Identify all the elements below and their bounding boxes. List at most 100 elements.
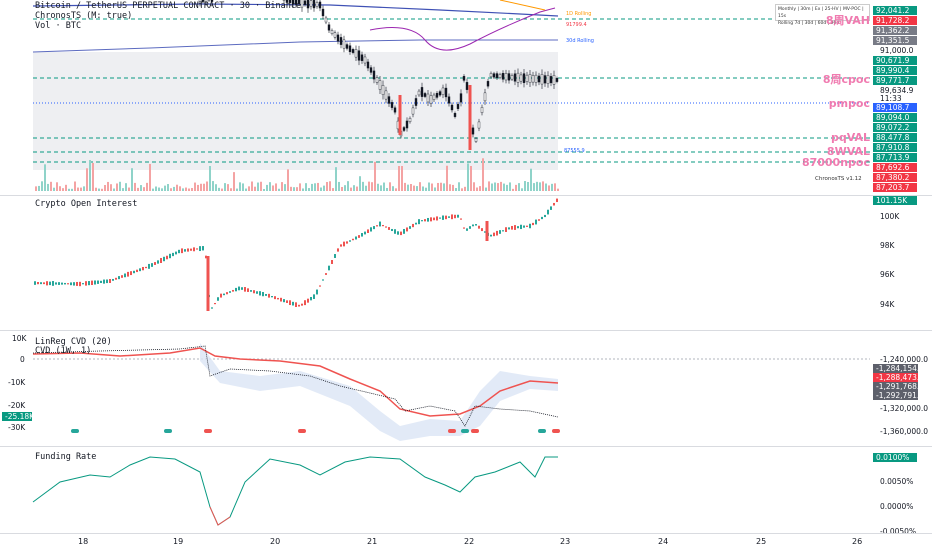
price-candle-body bbox=[462, 76, 466, 81]
info-line-1: Monthly | 30m | Ex | 25-HV | MV-POC | 15… bbox=[778, 7, 864, 19]
price-candle-body bbox=[519, 74, 523, 82]
price-candle-body bbox=[441, 87, 445, 95]
oi-candle bbox=[178, 249, 180, 254]
oi-candle bbox=[277, 297, 279, 300]
price-candle-body bbox=[429, 95, 433, 104]
price-chart[interactable] bbox=[0, 0, 932, 195]
cvd-left-tick-neg20k: -20K bbox=[8, 401, 26, 410]
level-cpoc-label: 8周cpoc bbox=[822, 73, 870, 86]
volume-bar bbox=[485, 187, 487, 191]
volume-bar bbox=[170, 188, 172, 191]
volume-bar bbox=[461, 188, 463, 191]
oi-candle bbox=[394, 229, 396, 234]
price-candle-body bbox=[432, 94, 436, 100]
oi-candle bbox=[553, 202, 555, 206]
price-tag-8: 89,771.7 bbox=[873, 76, 917, 85]
oi-candle bbox=[307, 298, 309, 303]
rolling-value-label: 91799.4 bbox=[566, 22, 587, 28]
volume-bar bbox=[335, 167, 337, 191]
volume-bar bbox=[293, 187, 295, 191]
volume-bar bbox=[146, 182, 148, 191]
oi-candle bbox=[319, 285, 321, 287]
oi-candle bbox=[547, 209, 549, 215]
indicator-chronos-label[interactable]: ChronosTS (M: true) bbox=[35, 11, 133, 21]
volume-bar bbox=[338, 181, 340, 191]
price-tag-19: 87,203.7 bbox=[873, 183, 917, 192]
volume-bar bbox=[344, 185, 346, 191]
volume-bar bbox=[164, 185, 166, 191]
pane-separator[interactable] bbox=[0, 446, 932, 447]
oi-candle bbox=[475, 224, 477, 226]
volume-bar bbox=[152, 188, 154, 191]
volume-bar bbox=[47, 183, 49, 191]
pane-separator[interactable] bbox=[0, 330, 932, 331]
volume-bar bbox=[386, 187, 388, 191]
oi-tick-94k: 94K bbox=[880, 300, 895, 309]
oi-candle bbox=[340, 244, 342, 247]
indicator-volume-label[interactable]: Vol · BTC bbox=[35, 21, 82, 31]
funding-tick-neg0050: -0.0050% bbox=[880, 527, 917, 536]
volume-bar bbox=[428, 182, 430, 191]
volume-bar bbox=[476, 187, 478, 191]
volume-bar bbox=[83, 186, 85, 191]
oi-candle bbox=[130, 271, 132, 276]
price-tag-16: 87,713.9 bbox=[873, 153, 917, 162]
oi-candle bbox=[79, 281, 81, 287]
price-pane[interactable]: Bitcoin / TetherUS PERPETUAL CONTRACT · … bbox=[0, 0, 932, 195]
pane-separator[interactable] bbox=[0, 195, 932, 196]
volume-bar bbox=[446, 165, 448, 191]
volume-bar bbox=[494, 182, 496, 191]
oi-candle bbox=[478, 225, 480, 229]
price-candle-body bbox=[552, 75, 556, 85]
level-pqval-label: pqVAL bbox=[830, 131, 870, 144]
volume-bar bbox=[245, 188, 247, 191]
volume-bar bbox=[251, 181, 253, 191]
oi-candle bbox=[409, 226, 411, 229]
oi-candle bbox=[283, 299, 285, 303]
oi-candle bbox=[526, 225, 528, 227]
oi-candle bbox=[238, 286, 240, 291]
oi-candle bbox=[421, 220, 423, 222]
cvd-signal-dot bbox=[461, 429, 469, 433]
volume-bar bbox=[203, 183, 205, 191]
oi-candle bbox=[445, 215, 447, 220]
oi-candle bbox=[223, 293, 225, 296]
cvd-title-weekly[interactable]: CVD (1W, 1) bbox=[35, 346, 92, 356]
volume-bar bbox=[158, 187, 160, 191]
volume-bar bbox=[266, 184, 268, 191]
oi-candle bbox=[448, 216, 450, 218]
price-tag-3: 91,362.2 bbox=[873, 26, 917, 35]
oi-title[interactable]: Crypto Open Interest bbox=[35, 199, 138, 209]
price-candle-body bbox=[285, 0, 289, 3]
x-tick-24: 24 bbox=[658, 537, 669, 546]
volume-bar bbox=[215, 184, 217, 191]
oi-candle bbox=[265, 294, 267, 296]
oi-candle bbox=[211, 307, 213, 309]
cvd-title-linreg[interactable]: LinReg CVD (20) bbox=[35, 337, 112, 347]
volume-bar bbox=[53, 187, 55, 191]
cvd-chart[interactable] bbox=[0, 331, 932, 446]
funding-title[interactable]: Funding Rate bbox=[35, 452, 97, 462]
price-candle-body bbox=[522, 73, 526, 84]
volume-bar bbox=[356, 186, 358, 191]
oi-candle bbox=[499, 230, 501, 234]
volume-bar bbox=[122, 188, 124, 191]
oi-candle bbox=[397, 231, 399, 235]
oi-candle bbox=[424, 219, 426, 222]
oi-candle bbox=[271, 296, 273, 298]
volume-bar bbox=[350, 187, 352, 191]
price-candle-body bbox=[363, 56, 367, 64]
price-candle-body bbox=[528, 74, 532, 83]
oi-chart[interactable] bbox=[0, 196, 932, 330]
cvd-pane[interactable]: LinReg CVD (20) CVD (1W, 1) 10K 0 -10K -… bbox=[0, 331, 932, 446]
open-interest-pane[interactable]: Crypto Open Interest 101.15K 100K 98K 96… bbox=[0, 196, 932, 330]
volume-bar bbox=[137, 187, 139, 191]
volume-bar bbox=[194, 182, 196, 191]
oi-candle bbox=[169, 253, 171, 259]
funding-chart[interactable] bbox=[0, 447, 932, 533]
volume-bar bbox=[524, 181, 526, 191]
volume-bar bbox=[275, 183, 277, 191]
oi-candle bbox=[361, 233, 363, 237]
volume-bar bbox=[380, 185, 382, 191]
funding-pane[interactable]: Funding Rate 0.0100% 0.0050% 0.0000% -0.… bbox=[0, 447, 932, 536]
